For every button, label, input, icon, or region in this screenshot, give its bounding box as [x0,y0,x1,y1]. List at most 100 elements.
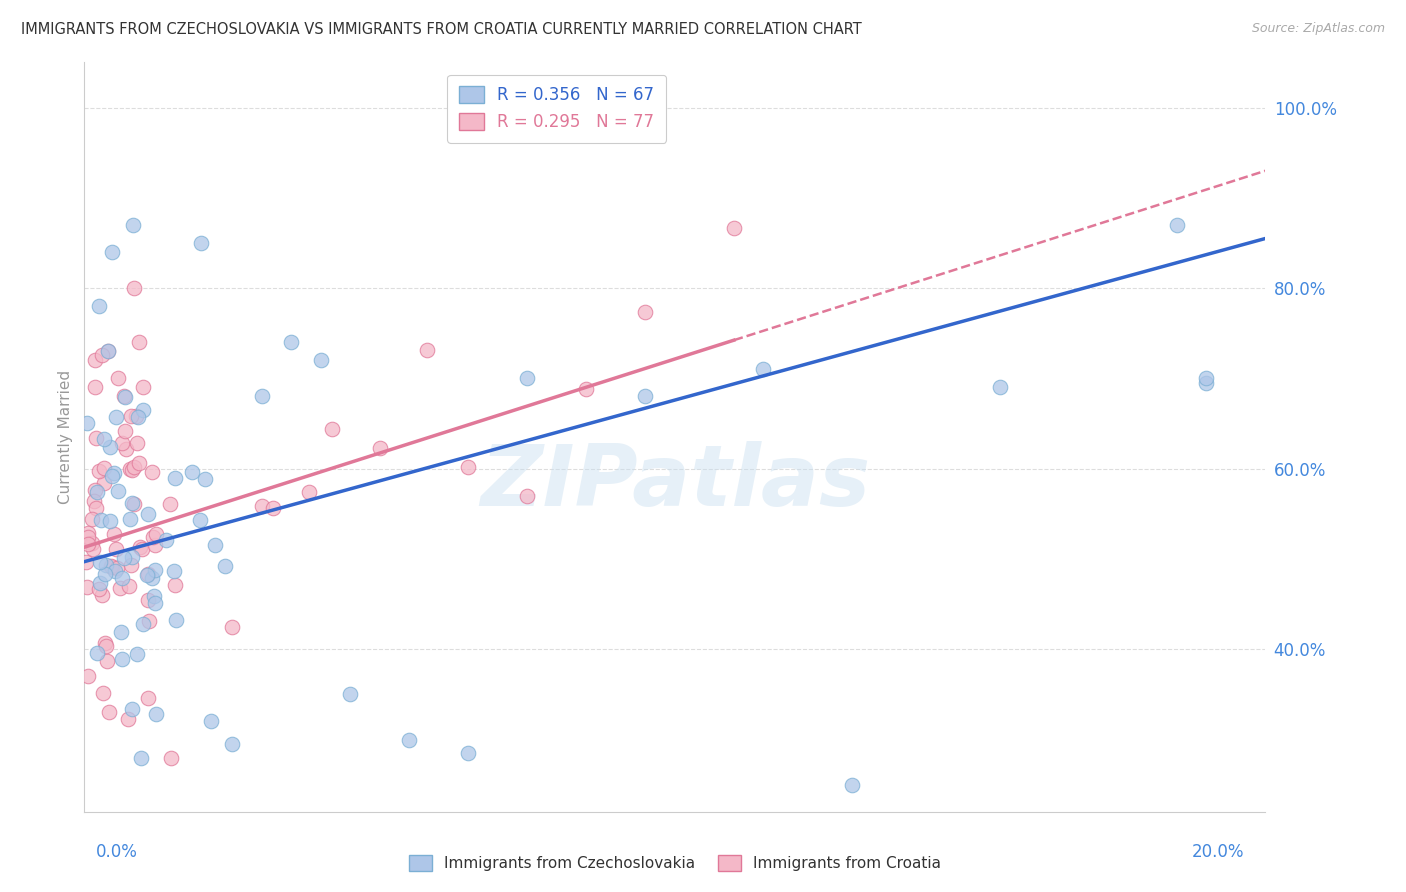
Point [121,702,143,716]
Point [634,304,657,318]
Point [93,432,115,446]
Point [516,371,538,385]
Point [97,344,120,359]
Point [190,235,212,250]
Point [93,636,115,650]
Point [75,555,97,569]
Point [110,581,132,595]
Point [89,555,111,569]
Point [841,778,863,792]
Point [457,460,479,475]
Point [339,687,361,701]
Point [90,513,112,527]
Point [114,390,136,404]
Point [97,344,120,359]
Point [98,705,121,719]
Point [752,362,775,376]
Point [988,380,1011,394]
Point [111,571,134,585]
Point [165,613,187,627]
Legend: R = 0.356   N = 67, R = 0.295   N = 77: R = 0.356 N = 67, R = 0.295 N = 77 [447,75,666,143]
Point [104,564,127,578]
Point [111,436,134,450]
Point [163,564,186,578]
Point [142,530,165,544]
Point [83,353,105,368]
Point [136,592,159,607]
Point [110,652,132,666]
Point [120,461,142,475]
Point [309,353,332,368]
Point [90,348,112,362]
Point [90,588,112,602]
Point [125,435,148,450]
Point [87,299,110,313]
Point [110,625,132,640]
Point [100,468,122,483]
Legend: Immigrants from Czechoslovakia, Immigrants from Croatia: Immigrants from Czechoslovakia, Immigran… [402,849,948,877]
Point [122,218,145,232]
Text: ZIPatlas: ZIPatlas [479,441,870,524]
Point [159,497,181,511]
Point [84,483,107,497]
Point [221,737,243,751]
Point [121,550,143,565]
Point [214,558,236,573]
Text: IMMIGRANTS FROM CZECHOSLOVAKIA VS IMMIGRANTS FROM CROATIA CURRENTLY MARRIED CORR: IMMIGRANTS FROM CZECHOSLOVAKIA VS IMMIGR… [21,22,862,37]
Point [138,614,160,628]
Point [200,714,222,729]
Point [100,560,122,574]
Point [194,472,217,486]
Point [298,485,321,500]
Point [91,686,114,700]
Point [250,499,273,513]
Point [163,578,186,592]
Point [142,589,165,603]
Point [114,424,136,438]
Point [280,335,302,350]
Point [89,582,111,597]
Point [516,489,538,503]
Point [143,563,166,577]
Point [84,431,107,445]
Text: Source: ZipAtlas.com: Source: ZipAtlas.com [1251,22,1385,36]
Point [634,389,657,403]
Point [141,465,163,479]
Point [112,550,135,565]
Point [163,471,186,485]
Point [83,380,105,394]
Point [107,484,129,499]
Point [143,596,166,610]
Point [124,497,146,511]
Point [98,514,121,528]
Point [250,389,273,403]
Point [84,500,107,515]
Point [100,558,122,573]
Point [101,245,124,260]
Point [131,750,153,764]
Point [83,494,105,508]
Point [104,410,127,425]
Point [416,343,439,357]
Point [122,281,145,295]
Point [204,538,226,552]
Point [125,647,148,661]
Point [120,558,142,572]
Point [188,513,211,527]
Point [89,575,111,590]
Point [118,512,141,526]
Point [93,476,115,491]
Point [127,410,149,425]
Point [128,456,150,470]
Point [82,541,104,556]
Point [115,442,138,457]
Point [122,459,145,474]
Point [262,500,284,515]
Point [321,421,343,435]
Point [136,691,159,706]
Point [96,655,118,669]
Point [145,706,167,721]
Point [1195,371,1218,385]
Point [86,484,108,499]
Point [132,616,155,631]
